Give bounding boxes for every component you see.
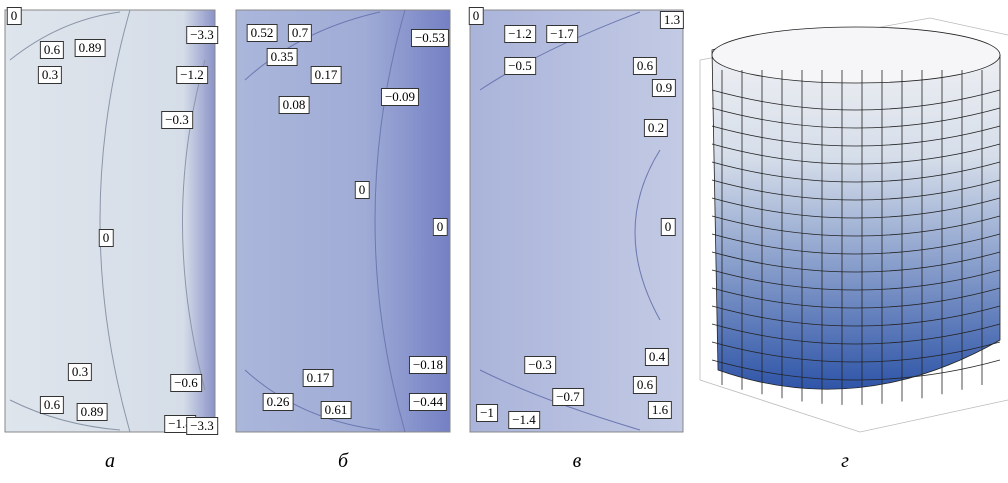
contour-label: 0.7: [288, 24, 312, 42]
contour-label: 0.3: [38, 66, 62, 84]
contour-label: 0: [469, 7, 484, 25]
contour-label: −1.4: [508, 411, 540, 429]
contour-label: −0.7: [552, 388, 584, 406]
contour-label: 0.89: [77, 403, 108, 421]
contour-label: 0.4: [645, 348, 669, 366]
contour-label: 0.2: [644, 119, 668, 137]
contour-label: −3.3: [186, 417, 218, 435]
contour-label: −1.2: [176, 66, 208, 84]
contour-label: −0.5: [504, 57, 536, 75]
contour-label: 0.89: [75, 39, 106, 57]
contour-label: 0: [7, 7, 22, 25]
panel-caption: г: [841, 450, 849, 473]
contour-label: 0.6: [40, 41, 64, 59]
contour-label: 0: [433, 218, 448, 236]
contour-label: −1: [476, 404, 498, 422]
contour-label: −0.44: [409, 393, 447, 411]
contour-label: 0.08: [279, 96, 310, 114]
contour-label: −3.3: [186, 26, 218, 44]
contour-label: −0.3: [161, 111, 193, 129]
contour-label: 1.6: [648, 401, 672, 419]
figure: 0 0.6 0.89 0.3 −3.3 −1.2 −0.3 0 0.3 −0.6 0.6 0.89 −1…: [0, 0, 1008, 483]
contour-label: −1.7: [546, 25, 578, 43]
contour-label: 0.61: [321, 401, 352, 419]
contour-label: 0.6: [633, 57, 657, 75]
contour-label: −0.6: [170, 374, 202, 392]
contour-label: −0.3: [524, 356, 556, 374]
contour-label: 0: [99, 229, 114, 247]
contour-label: 0.6: [633, 376, 657, 394]
contour-label: 0: [355, 181, 370, 199]
contour-label: 0.52: [247, 24, 278, 42]
contour-label: −1.2: [504, 25, 536, 43]
contour-label: 0.17: [311, 66, 342, 84]
contour-label: 0.35: [267, 48, 298, 66]
contour-label: 0.9: [652, 79, 676, 97]
panel-caption: в: [573, 450, 582, 473]
contour-label: −0.53: [411, 29, 449, 47]
contour-label: 0.3: [68, 363, 92, 381]
contour-label: 1.3: [660, 11, 684, 29]
contour-label: −0.18: [409, 356, 447, 374]
contour-label: 0.17: [303, 369, 334, 387]
panel-caption: а: [105, 450, 115, 473]
contour-label: 0.6: [40, 396, 64, 414]
contour-label: 0: [661, 218, 676, 236]
contour-label: 0.26: [263, 393, 294, 411]
panel-d-cylinder: [700, 18, 1008, 432]
panel-caption: б: [338, 450, 348, 473]
contour-label: −0.09: [381, 88, 419, 106]
